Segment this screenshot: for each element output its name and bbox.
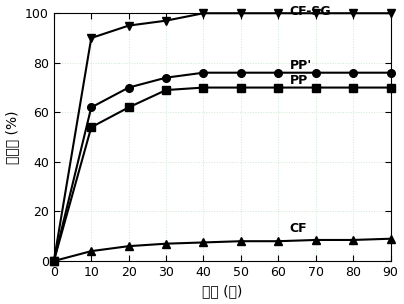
Text: PP: PP xyxy=(290,74,308,87)
Text: CF-SG: CF-SG xyxy=(290,5,331,19)
X-axis label: 时间 (分): 时间 (分) xyxy=(202,285,242,299)
Text: CF: CF xyxy=(290,222,307,235)
Y-axis label: 去除率 (%): 去除率 (%) xyxy=(6,110,19,164)
Text: PP': PP' xyxy=(290,59,312,72)
